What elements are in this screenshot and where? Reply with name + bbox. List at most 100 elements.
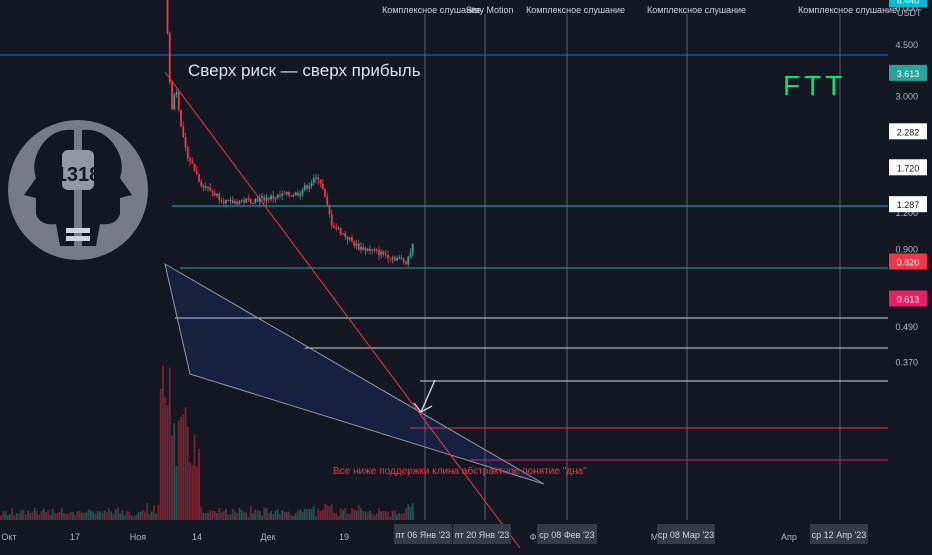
- price-level-badge[interactable]: 0.613: [889, 290, 927, 307]
- date-badge-label: ср 08 Мар '23: [658, 530, 714, 540]
- x-tick-label: Апр: [781, 532, 797, 542]
- volume-bar: [373, 515, 376, 520]
- volume-bar: [398, 513, 401, 520]
- y-tick-label: 4.500: [895, 40, 918, 50]
- volume-bar: [234, 511, 236, 520]
- candle-body: [265, 197, 268, 201]
- candle-body: [299, 193, 302, 196]
- price-level-badge-bg: [889, 290, 927, 307]
- volume-bar: [308, 508, 311, 520]
- candle-body: [303, 185, 306, 190]
- candle-body: [342, 233, 344, 235]
- event-label-2: Stay Motion: [466, 5, 514, 15]
- event-label-4: Комплексное слушание: [647, 5, 746, 15]
- candle-body: [387, 254, 389, 259]
- volume-bar: [74, 515, 77, 520]
- candle-body: [351, 237, 353, 242]
- volume-bar: [299, 509, 302, 520]
- volume-bar: [67, 513, 70, 520]
- candle-body: [393, 257, 396, 261]
- price-level-badge-bg: [889, 123, 927, 140]
- support-note-text: Все ниже поддержки клина абстрактное пон…: [333, 465, 587, 477]
- candle-body: [249, 198, 252, 204]
- volume-bar: [355, 510, 358, 520]
- candle-body: [225, 199, 227, 204]
- volume-bar: [357, 504, 360, 520]
- candle-body: [207, 187, 209, 189]
- candle-body: [204, 186, 207, 189]
- price-level-badge[interactable]: 2.282: [889, 123, 927, 140]
- volume-bar: [36, 510, 38, 520]
- date-badge[interactable]: пт 20 Янв '23: [453, 524, 511, 544]
- candle-body: [175, 92, 178, 95]
- candle-body: [186, 147, 189, 159]
- volume-bar: [20, 509, 23, 520]
- volume-bar: [177, 420, 180, 520]
- volume-bar: [389, 516, 392, 520]
- logo-bulb-line-2: [66, 236, 90, 241]
- price-level-badge-bg: [889, 64, 927, 81]
- price-level-badge[interactable]: 1.720: [889, 159, 927, 176]
- candle-body: [285, 191, 288, 195]
- candle-body: [402, 258, 405, 262]
- volume-bar: [225, 508, 227, 520]
- candle-body: [222, 201, 225, 204]
- volume-bar: [184, 407, 187, 520]
- price-axis[interactable]: USDT 32.00024.00018.00012.0009.0006.0004…: [889, 0, 927, 368]
- volume-layer: [0, 366, 414, 520]
- logo-bulb-line-1: [66, 228, 90, 233]
- volume-bar: [319, 510, 322, 520]
- volume-bar: [364, 511, 367, 520]
- volume-bar: [27, 510, 29, 520]
- y-tick-label: 0.900: [895, 245, 918, 255]
- volume-bar: [6, 515, 9, 520]
- volume-bar: [351, 507, 353, 520]
- volume-bar: [162, 366, 164, 520]
- candle-body: [353, 241, 356, 246]
- date-badge[interactable]: ср 12 Апр '23: [810, 524, 868, 544]
- volume-bar: [42, 508, 45, 520]
- date-badge[interactable]: пт 06 Янв '23: [394, 524, 452, 544]
- volume-bar: [321, 509, 324, 520]
- volume-bar: [400, 514, 403, 520]
- date-badge[interactable]: ср 08 Мар '23: [657, 524, 715, 544]
- date-badge-bg: [453, 524, 511, 544]
- price-level-badge-bg: [889, 253, 927, 270]
- logo-right-face: [82, 129, 132, 246]
- volume-bar: [76, 511, 79, 520]
- volume-bar: [294, 512, 297, 520]
- candle-body: [168, 33, 171, 83]
- price-level-label: 2.282: [897, 127, 920, 137]
- volume-bar: [195, 466, 198, 520]
- x-tick-label: 19: [339, 532, 349, 542]
- candle-body: [193, 163, 196, 171]
- volume-bar: [72, 512, 74, 520]
- volume-bar: [29, 512, 32, 520]
- price-level-badge[interactable]: 6.440: [889, 0, 927, 8]
- volume-bar: [33, 507, 36, 520]
- price-level-badge[interactable]: 0.820: [889, 253, 927, 270]
- volume-bar: [81, 512, 83, 520]
- candle-body: [276, 194, 279, 198]
- volume-bar: [117, 507, 119, 520]
- candle-body: [274, 197, 277, 199]
- candle-body: [263, 196, 266, 201]
- price-level-badge[interactable]: 3.613: [889, 64, 927, 81]
- candle-body: [258, 197, 261, 202]
- volume-bar: [207, 513, 209, 520]
- date-badge[interactable]: ср 08 Фев '23: [537, 524, 597, 544]
- price-level-badge[interactable]: 1.287: [889, 196, 927, 213]
- price-level-label: 0.820: [897, 258, 920, 268]
- volume-bar: [18, 513, 20, 520]
- volume-bar: [168, 367, 171, 520]
- red-trend-line[interactable]: [164, 71, 521, 549]
- volume-bar: [256, 510, 259, 520]
- volume-bar: [216, 513, 218, 520]
- volume-bar: [279, 514, 281, 520]
- volume-bar: [182, 414, 185, 520]
- candle-body: [405, 261, 407, 265]
- falling-wedge[interactable]: [164, 262, 545, 485]
- price-level-label: 1.287: [897, 200, 920, 210]
